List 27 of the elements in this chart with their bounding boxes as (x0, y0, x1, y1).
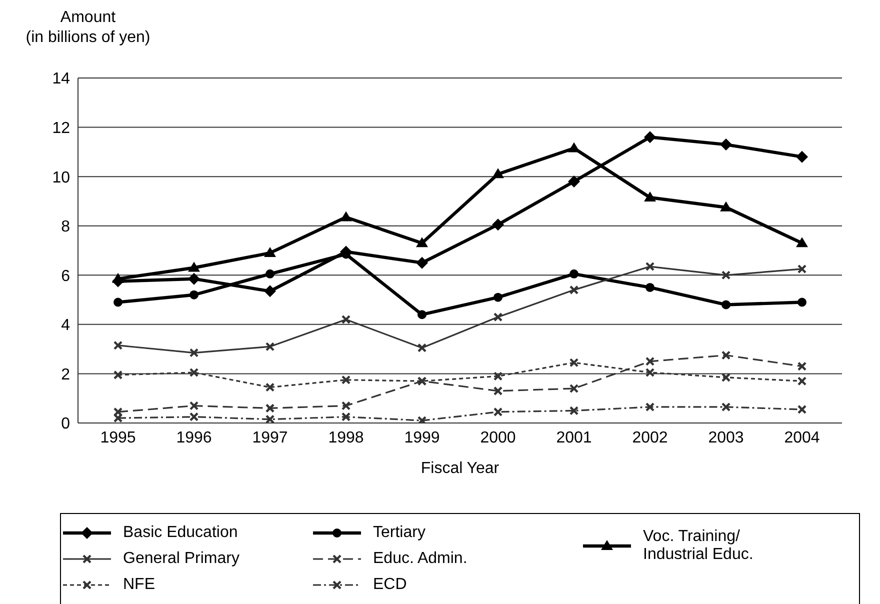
x-tick-label: 1997 (252, 429, 288, 446)
legend-label: Tertiary (373, 524, 426, 542)
x-tick-label: 2002 (632, 429, 668, 446)
y-tick-label: 4 (61, 317, 70, 334)
y-tick-label: 10 (52, 169, 70, 186)
legend-label: Voc. Training/ Industrial Educ. (643, 528, 754, 564)
x-tick-label: 1995 (100, 429, 136, 446)
x-tick-label: 2001 (556, 429, 592, 446)
x-tick-label: 2003 (708, 429, 744, 446)
legend-label: General Primary (123, 550, 240, 568)
legend-label: Educ. Admin. (373, 550, 468, 568)
y-tick-label: 0 (61, 416, 70, 433)
y-tick-label: 12 (52, 120, 70, 137)
x-tick-label: 1996 (176, 429, 212, 446)
y-tick-label: 2 (61, 366, 70, 384)
x-tick-label: 1998 (328, 429, 364, 446)
y-tick-label: 6 (61, 268, 70, 285)
legend-label: ECD (373, 576, 407, 594)
x-tick-label: 1999 (404, 429, 440, 446)
x-tick-label: 2000 (480, 429, 516, 446)
y-tick-label: 14 (52, 70, 70, 88)
y-axis-title: Amount (in billions of yen) (24, 8, 152, 48)
y-tick-label: 8 (61, 218, 70, 236)
legend-label: NFE (123, 576, 155, 594)
x-tick-label: 2004 (784, 429, 820, 446)
legend-label: Basic Education (123, 524, 238, 542)
x-axis-title: Fiscal Year (420, 460, 500, 477)
